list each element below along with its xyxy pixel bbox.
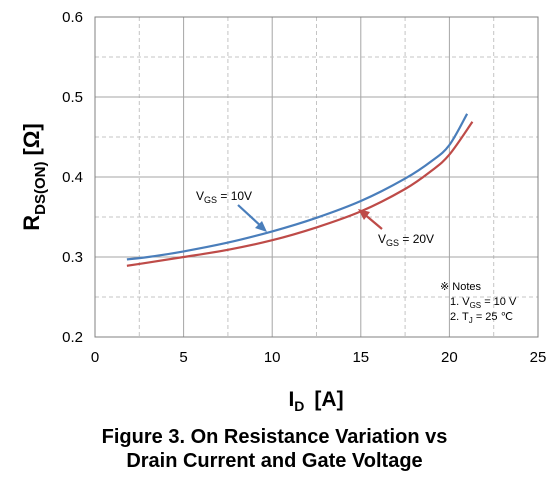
series-line-vgs-10v — [126, 113, 469, 261]
svg-text:※ Notes: ※ Notes — [440, 281, 482, 293]
svg-text:RDS(ON)[Ω]: RDS(ON)[Ω] — [19, 123, 49, 231]
caption-line-1: Figure 3. On Resistance Variation vs — [101, 426, 448, 448]
y-tick-labels: 0.2 0.3 0.4 0.5 0.6 — [62, 9, 83, 346]
x-tick-label: 15 — [352, 349, 369, 366]
y-axis-title: RDS(ON)[Ω] — [19, 123, 49, 231]
series-line-vgs-20v — [126, 121, 474, 267]
x-axis-title: ID [A] — [288, 388, 343, 414]
x-tick-label: 25 — [530, 349, 547, 366]
figure-caption: Figure 3. On Resistance Variation vs Dra… — [0, 425, 549, 473]
arrow-vgs-20v — [358, 209, 383, 230]
notes-box: ※ Notes 1. VGS = 10 V 2. TJ = 25 ℃ — [440, 281, 517, 325]
series-lines — [126, 113, 474, 267]
y-tick-label: 0.2 — [62, 329, 83, 346]
svg-text:VGS = 10V: VGS = 10V — [196, 189, 252, 205]
svg-text:VGS = 20V: VGS = 20V — [378, 232, 434, 248]
svg-text:2. TJ = 25 ℃: 2. TJ = 25 ℃ — [450, 311, 513, 325]
x-tick-label: 0 — [91, 349, 99, 366]
series-label-vgs-20v: VGS = 20V — [378, 232, 434, 248]
y-tick-label: 0.3 — [62, 249, 83, 266]
grid-lines — [95, 17, 538, 337]
y-tick-label: 0.4 — [62, 169, 83, 186]
arrow-vgs-10v — [237, 204, 267, 232]
y-tick-label: 0.5 — [62, 89, 83, 106]
caption-line-2: Drain Current and Gate Voltage — [126, 450, 423, 472]
x-tick-label: 20 — [441, 349, 458, 366]
x-tick-labels: 0 5 10 15 20 25 — [91, 349, 547, 366]
series-label-vgs-10v: VGS = 10V — [196, 189, 252, 205]
svg-text:1. VGS = 10 V: 1. VGS = 10 V — [450, 296, 517, 310]
x-tick-label: 10 — [264, 349, 281, 366]
x-tick-label: 5 — [179, 349, 187, 366]
plot-area-border — [94, 16, 539, 338]
svg-text:ID[A]: ID [A] — [288, 388, 343, 414]
y-tick-label: 0.6 — [62, 9, 83, 26]
